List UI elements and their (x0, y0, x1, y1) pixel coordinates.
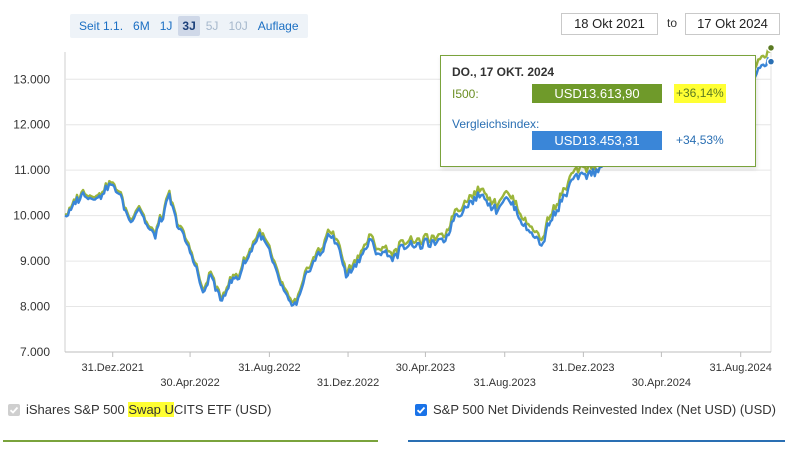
tooltip-series2-name: Vergleichsindex: (452, 117, 540, 131)
date-from-input[interactable]: 18 Okt 2021 (561, 13, 658, 35)
x-tick-label: 31.Aug.2022 (238, 362, 300, 374)
x-tick-label: 30.Apr.2024 (632, 377, 691, 389)
y-axis: 7.000 8.000 9.000 10.000 11.000 12.000 13.000 (13, 72, 50, 359)
y-tick-label: 10.000 (13, 209, 50, 223)
x-tick-label: 31.Aug.2023 (474, 377, 536, 389)
legend-etf-underline (3, 440, 378, 442)
date-to-input[interactable]: 17 Okt 2024 (685, 13, 780, 35)
tooltip-series2-change: +34,53% (676, 133, 724, 147)
tooltip-series1-change: +36,14% (674, 84, 726, 103)
checkbox-etf[interactable] (8, 404, 20, 416)
range-selector: Seit 1.1. 6M 1J 3J 5J 10J Auflage (70, 14, 308, 38)
date-to-label: to (667, 16, 678, 30)
legend-etf[interactable]: iShares S&P 500 Swap UCITS ETF (USD) (8, 402, 271, 417)
x-tick-label: 31.Aug.2024 (710, 362, 772, 374)
y-tick-label: 9.000 (20, 254, 50, 268)
chart-tooltip: DO., 17 OKT. 2024 I500: USD13.613,90 +36… (440, 55, 756, 167)
legend-etf-label: iShares S&P 500 Swap UCITS ETF (USD) (26, 402, 272, 417)
range-button-5j: 5J (205, 19, 219, 33)
x-tick-label: 30.Apr.2023 (396, 362, 455, 374)
hover-markers (766, 43, 776, 66)
tooltip-date: DO., 17 OKT. 2024 (452, 65, 555, 79)
tooltip-series1-value: USD13.613,90 (532, 84, 662, 103)
range-button-6m[interactable]: 6M (133, 19, 150, 33)
y-tick-label: 8.000 (20, 300, 50, 314)
range-button-seit-1-1[interactable]: Seit 1.1. (79, 19, 124, 33)
legend-index-label: S&P 500 Net Dividends Reinvested Index (… (433, 402, 776, 417)
x-tick-label: 31.Dez.2023 (552, 362, 614, 374)
x-tick-label: 31.Dez.2021 (82, 362, 144, 374)
range-button-10j: 10J (228, 19, 248, 33)
range-button-1j[interactable]: 1J (159, 19, 173, 33)
index-hover-point (766, 57, 776, 66)
check-icon (416, 406, 426, 414)
x-tick-label: 30.Apr.2022 (160, 377, 219, 389)
range-button-auflage[interactable]: Auflage (257, 19, 299, 33)
check-icon (9, 406, 19, 414)
y-tick-label: 7.000 (20, 345, 50, 359)
x-tick-label: 31.Dez.2022 (317, 377, 379, 389)
tooltip-series2-value: USD13.453,31 (532, 131, 662, 150)
etf-hover-point (766, 43, 776, 53)
range-button-3j[interactable]: 3J (178, 16, 200, 36)
legend-index-underline (408, 440, 785, 442)
legend-index[interactable]: S&P 500 Net Dividends Reinvested Index (… (415, 402, 785, 417)
y-tick-label: 12.000 (13, 118, 50, 132)
checkbox-index[interactable] (415, 404, 427, 416)
tooltip-series1-name: I500: (452, 87, 479, 101)
y-tick-label: 11.000 (14, 163, 50, 177)
x-axis: 31.Dez.2021 30.Apr.2022 31.Aug.2022 31.Dez.… (82, 352, 772, 389)
y-tick-label: 13.000 (13, 72, 50, 86)
